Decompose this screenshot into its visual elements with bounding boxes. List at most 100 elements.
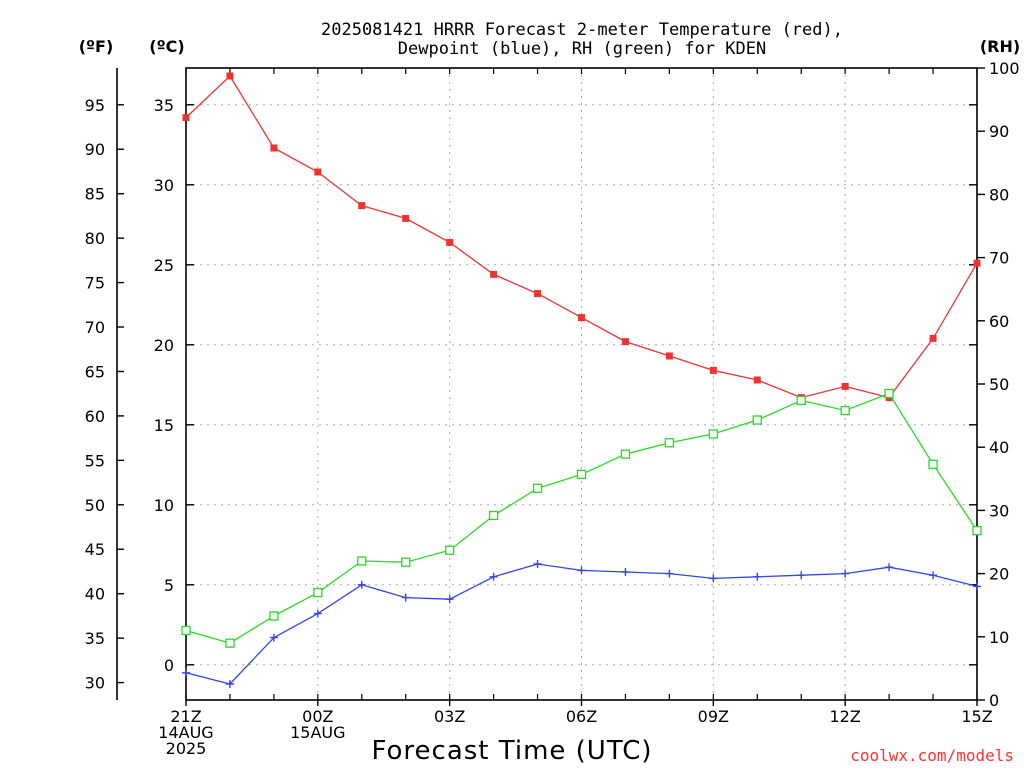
data-point-dewpoint [577,566,586,575]
fahrenheit-tick-label: 85 [85,185,105,204]
rh-tick-label: 60 [989,312,1009,331]
data-point-temperature [314,168,322,176]
x-tick-label: 15Z [961,707,992,726]
data-point-temperature [358,202,366,210]
data-point-temperature [578,314,585,322]
data-point-dewpoint [709,574,718,583]
rh-tick-label: 70 [989,249,1009,268]
data-point-rh [796,395,806,406]
data-point-rh [313,587,323,598]
data-point-temperature [270,144,278,152]
data-point-dewpoint [797,571,806,580]
fahrenheit-tick-label: 60 [85,407,105,426]
data-point-rh [664,438,675,448]
fahrenheit-tick-label: 75 [85,274,105,293]
fahrenheit-tick-label: 90 [85,140,105,159]
celsius-tick-label: 35 [154,96,174,115]
data-point-temperature [534,290,542,298]
data-point-dewpoint [621,568,630,576]
data-point-dewpoint [445,595,454,604]
data-point-rh [620,449,631,459]
data-point-rh [752,415,762,425]
data-point-temperature [973,259,981,267]
data-point-rh [532,483,543,493]
rh-tick-label: 10 [989,628,1009,647]
rh-tick-label: 50 [989,375,1009,394]
x-tick-label: 12Z [830,707,861,726]
data-point-rh [972,525,982,536]
series-temperature [182,72,981,402]
data-point-dewpoint [753,572,762,581]
series-dewpoint [182,560,981,688]
chart-title-line1: 2025081421 HRRR Forecast 2-meter Tempera… [321,20,843,40]
rh-tick-label: 20 [989,565,1009,584]
data-point-temperature [753,376,761,384]
fahrenheit-tick-label: 35 [85,629,105,648]
fahrenheit-tick-label: 70 [85,318,105,337]
x-tick-label: 15AUG [290,723,345,742]
rh-tick-label: 80 [989,185,1009,204]
data-point-rh [840,405,850,416]
fahrenheit-unit-label: (ºF) [79,37,114,56]
data-point-temperature [402,214,410,222]
data-point-temperature [929,334,937,342]
x-tick-label: 2025 [166,739,207,758]
axes-layer: 3035404550556065707580859095051015202530… [85,59,1020,758]
celsius-tick-label: 30 [154,176,174,195]
celsius-tick-label: 5 [164,576,174,595]
fahrenheit-tick-label: 80 [85,229,105,248]
series-rh [181,388,982,648]
data-point-rh [445,545,455,555]
x-tick-label: 09Z [698,707,729,726]
data-point-dewpoint [401,593,410,602]
x-tick-label: 03Z [434,707,465,726]
data-point-temperature [226,72,234,80]
fahrenheit-tick-label: 45 [85,540,105,559]
data-point-dewpoint [929,571,938,580]
chart-title-line2: Dewpoint (blue), RH (green) for KDEN [398,39,766,59]
data-point-dewpoint [665,569,674,578]
data-point-rh [401,557,411,567]
data-point-temperature [709,366,717,374]
data-point-rh [225,638,235,648]
x-tick-label: 14AUG [158,723,213,742]
x-tick-label: 00Z [302,707,333,726]
fahrenheit-tick-label: 55 [85,451,105,470]
series-line-rh [185,392,978,644]
data-point-dewpoint [841,569,850,578]
data-point-dewpoint [533,560,542,568]
data-point-dewpoint [973,582,981,591]
data-point-temperature [490,270,498,278]
celsius-unit-label: (ºC) [149,37,184,56]
data-point-dewpoint [313,609,322,618]
data-point-dewpoint [489,572,498,581]
celsius-tick-label: 25 [154,256,174,275]
data-point-dewpoint [225,680,234,688]
fahrenheit-tick-label: 95 [85,96,105,115]
rh-tick-label: 40 [989,438,1009,457]
celsius-tick-label: 20 [154,336,174,355]
celsius-tick-label: 0 [164,656,174,675]
rh-unit-label: (RH) [980,37,1020,56]
x-tick-label: 06Z [566,707,597,726]
data-point-dewpoint [357,580,366,589]
data-point-temperature [182,114,190,122]
data-point-rh [269,611,279,621]
data-point-rh [928,459,938,469]
data-point-rh [357,556,367,566]
watermark-text: coolwx.com/models [850,746,1014,765]
rh-tick-label: 0 [989,691,999,710]
data-point-rh [884,388,894,399]
grid-layer [185,68,978,700]
data-point-temperature [665,352,673,360]
data-point-rh [488,510,499,521]
data-point-rh [708,429,718,439]
x-axis-title: Forecast Time (UTC) [371,736,652,766]
data-point-rh [181,625,191,636]
fahrenheit-tick-label: 50 [85,496,105,515]
series-layer [181,72,982,688]
data-point-temperature [841,382,849,390]
fahrenheit-tick-label: 65 [85,362,105,381]
